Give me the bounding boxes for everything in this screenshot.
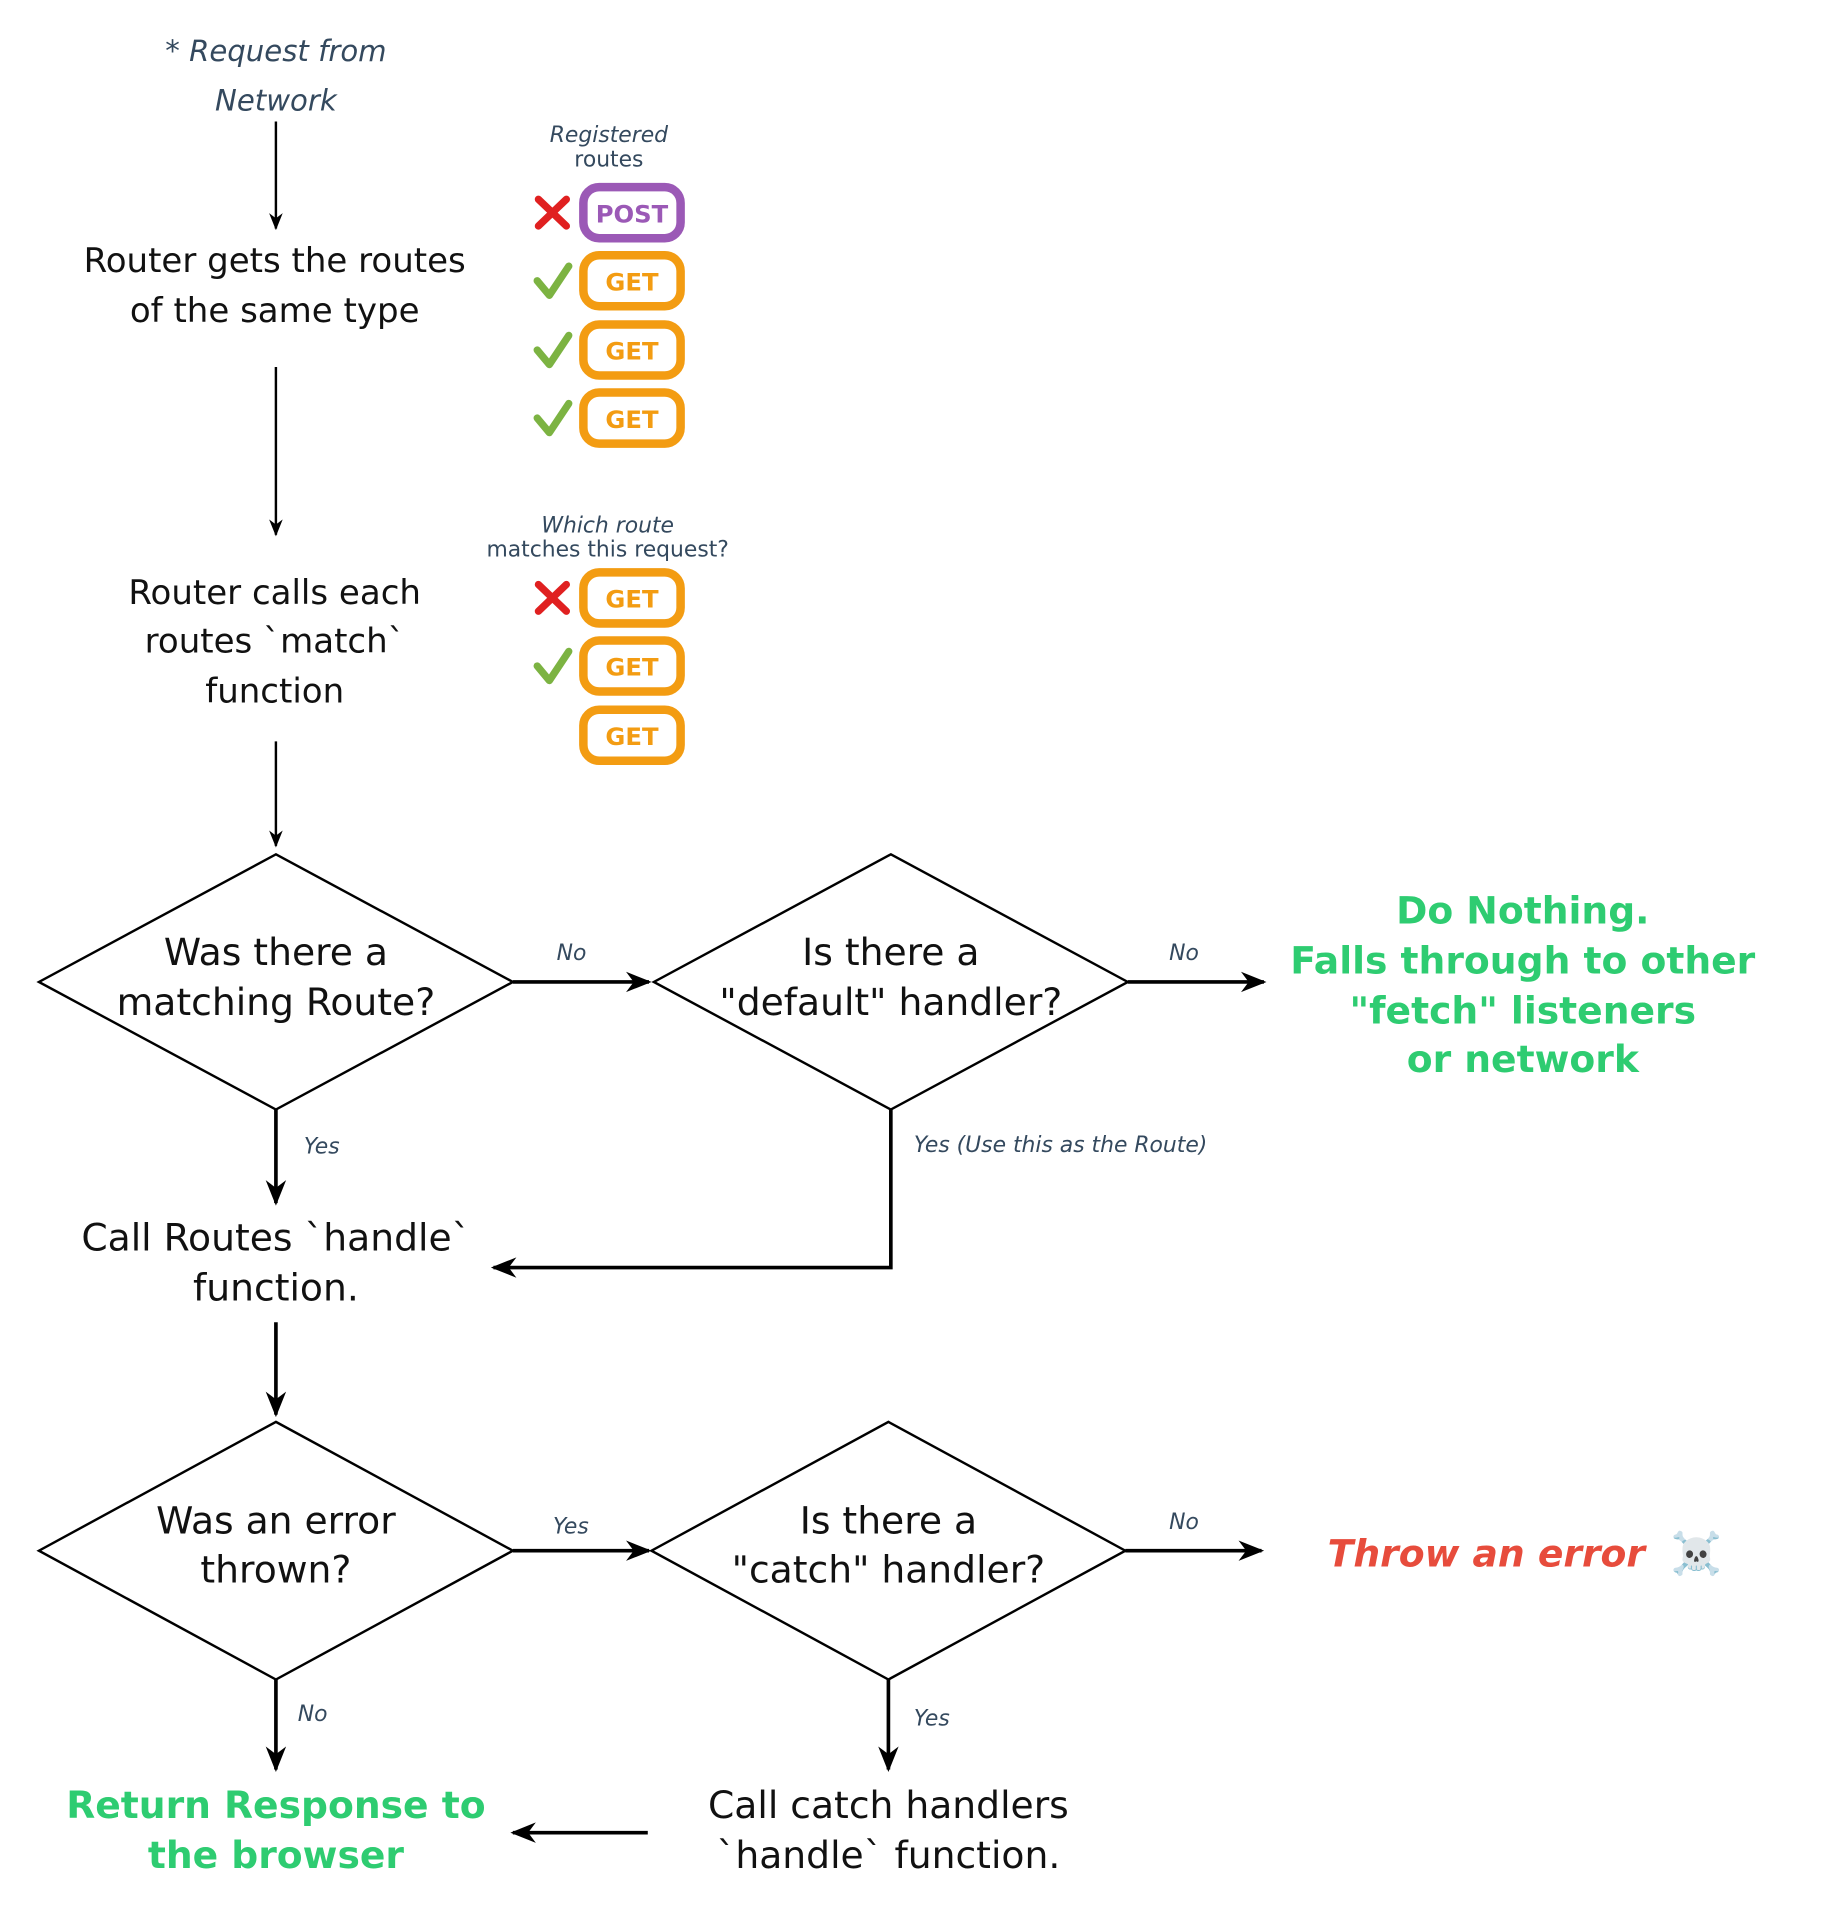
check-icon xyxy=(533,331,573,369)
decision3-yes-label: Yes xyxy=(553,1515,589,1540)
cross-icon xyxy=(534,195,571,230)
route-badge-get: GET xyxy=(579,705,685,766)
catch-step-text-2: `handle` function. xyxy=(717,1833,1061,1877)
do-nothing-text-2: Falls through to other xyxy=(1290,938,1755,982)
check-icon xyxy=(533,262,573,299)
route-badge-get: GET xyxy=(534,568,685,628)
decision4-yes-label: Yes xyxy=(914,1707,950,1732)
decision1-text-2: matching Route? xyxy=(117,980,436,1024)
step1-text-1: Router gets the routes xyxy=(84,241,466,281)
do-nothing-text-1: Do Nothing. xyxy=(1396,889,1649,933)
route-method: GET xyxy=(605,337,659,366)
decision3-no-label: No xyxy=(298,1702,328,1727)
start-text-2: Network xyxy=(215,84,338,118)
route-badge-post: POST xyxy=(534,182,685,243)
route-method: GET xyxy=(605,585,659,614)
registered-title-2: routes xyxy=(574,147,643,172)
route-method: GET xyxy=(605,267,659,296)
skull-crossbones-icon: ☠️ xyxy=(1671,1530,1722,1578)
decision3-text-2: thrown? xyxy=(200,1547,351,1591)
route-method: GET xyxy=(605,653,659,682)
step3-text-2: function. xyxy=(193,1265,359,1309)
step1-text-2: of the same type xyxy=(130,291,420,331)
route-badge-get: GET xyxy=(533,636,685,696)
cross-icon xyxy=(534,580,571,615)
decision2-text-2: "default" handler? xyxy=(719,980,1062,1024)
route-badge-get: GET xyxy=(533,320,685,380)
decision4-text-1: Is there a xyxy=(800,1499,977,1543)
route-badge-get: GET xyxy=(533,388,685,448)
matching-title-1: Which route xyxy=(541,513,674,538)
registered-routes: POST GET GET GET xyxy=(533,182,685,448)
throw-error-text: Throw an error xyxy=(1328,1531,1648,1575)
route-method: GET xyxy=(605,405,659,434)
route-method: POST xyxy=(596,199,669,228)
decision3-text-1: Was an error xyxy=(156,1499,396,1543)
step2-text-1: Router calls each xyxy=(128,573,421,613)
matching-title-2: matches this request? xyxy=(486,538,728,563)
decision1-no-label: No xyxy=(557,941,587,966)
check-icon xyxy=(533,399,573,437)
registered-title-1: Registered xyxy=(550,123,668,148)
route-method: GET xyxy=(605,722,659,751)
step2-text-3: function xyxy=(205,671,344,711)
check-icon xyxy=(533,647,573,685)
decision1-text-1: Was there a xyxy=(164,930,388,974)
start-text-1: * Request from xyxy=(165,34,386,68)
do-nothing-text-4: or network xyxy=(1407,1037,1640,1081)
step3-text-1: Call Routes `handle` xyxy=(81,1216,470,1260)
decision2-text-1: Is there a xyxy=(802,930,979,974)
decision1-yes-label: Yes xyxy=(304,1134,340,1159)
decision4-text-2: "catch" handler? xyxy=(732,1547,1046,1591)
decision4-no-label: No xyxy=(1169,1510,1199,1535)
return-text-2: the browser xyxy=(148,1833,405,1877)
decision2-no-label: No xyxy=(1169,941,1199,966)
return-text-1: Return Response to xyxy=(66,1783,485,1827)
route-badge-get: GET xyxy=(533,250,685,311)
decision2-yes-label: Yes (Use this as the Route) xyxy=(914,1133,1207,1158)
catch-step-text-1: Call catch handlers xyxy=(708,1783,1069,1827)
do-nothing-text-3: "fetch" listeners xyxy=(1350,988,1697,1032)
step2-text-2: routes `match` xyxy=(145,622,405,662)
arrow xyxy=(490,1109,893,1278)
matching-routes: GET GET GET xyxy=(533,568,685,766)
